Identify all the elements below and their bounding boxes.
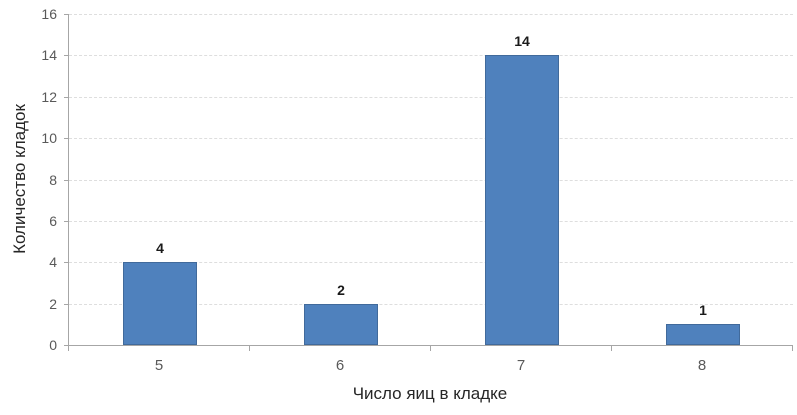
gridline-y-16: [69, 14, 793, 15]
x-tick-label: 8: [697, 357, 707, 374]
x-axis-title: Число яиц в кладке: [352, 384, 508, 403]
y-tick-mark: [64, 179, 68, 181]
bar-7: [485, 55, 559, 345]
gridline-y-6: [69, 220, 793, 222]
y-tick-mark: [64, 14, 68, 15]
y-tick-mark: [64, 303, 68, 305]
y-tick-label: 14: [41, 47, 57, 64]
x-tick-mark: [430, 346, 431, 351]
x-tick-mark: [68, 346, 69, 351]
x-tick-label: 7: [516, 357, 526, 374]
bar-8: [666, 324, 740, 345]
y-tick-label: 0: [49, 337, 57, 353]
x-tick-label: 6: [335, 357, 345, 374]
gridline-y-14: [69, 55, 793, 57]
y-tick-label: 4: [49, 254, 57, 271]
x-tick-label: 5: [154, 357, 164, 374]
gridline-y-4: [69, 262, 793, 264]
bar-value-label: 2: [337, 282, 345, 298]
plot-area: 4 2 14 1: [68, 14, 793, 346]
gridline-y-2: [69, 303, 793, 305]
bar-5: [123, 262, 197, 345]
y-tick-label: 16: [41, 6, 57, 22]
bar-value-label: 1: [699, 302, 707, 318]
bar-value-label: 4: [156, 240, 164, 256]
y-tick-label: 10: [41, 130, 57, 147]
y-tick-label: 12: [41, 88, 57, 105]
gridline-y-12: [69, 96, 793, 98]
x-tick-mark: [792, 346, 793, 351]
y-tick-mark: [64, 55, 68, 57]
gridline-y-10: [69, 138, 793, 140]
y-tick-mark: [64, 345, 68, 346]
gridline-y-8: [69, 179, 793, 181]
bar-value-label: 14: [514, 33, 530, 49]
y-axis-title: Количество кладок: [10, 104, 29, 254]
y-tick-label: 8: [49, 171, 57, 188]
y-tick-mark: [64, 220, 68, 222]
y-tick-mark: [64, 262, 68, 264]
bar-6: [304, 304, 378, 345]
y-tick-label: 6: [49, 212, 57, 229]
x-tick-mark: [249, 346, 250, 351]
y-tick-mark: [64, 96, 68, 98]
y-tick-mark: [64, 138, 68, 140]
y-tick-label: 2: [49, 295, 57, 312]
x-tick-mark: [611, 346, 612, 351]
